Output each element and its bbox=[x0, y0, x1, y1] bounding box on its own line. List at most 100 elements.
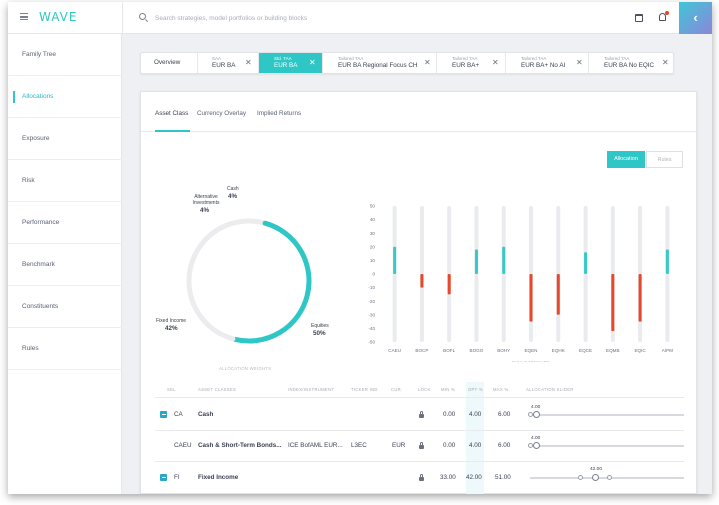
sidebar-item-label: Risk bbox=[22, 177, 35, 184]
bar-aipm[interactable] bbox=[665, 249, 669, 274]
donut-slice-alternative-investments[interactable] bbox=[232, 218, 251, 226]
x-tick-label: EQHK bbox=[552, 348, 566, 353]
slider-thumb[interactable] bbox=[592, 474, 599, 481]
tab-currency-overlay[interactable]: Currency Overlay bbox=[197, 110, 246, 117]
sidebar-item-exposure[interactable]: Exposure bbox=[8, 118, 122, 160]
donut-slice-equities[interactable] bbox=[232, 220, 312, 344]
donut-slice-fixed-income[interactable] bbox=[186, 220, 236, 342]
sidebar-item-constituents[interactable]: Constituents bbox=[8, 286, 122, 328]
y-tick-label: 40 bbox=[370, 217, 376, 222]
bar-eqen[interactable] bbox=[529, 274, 533, 322]
allocation-slider-track[interactable] bbox=[530, 445, 684, 447]
donut-caption: ALLOCATION WEIGHTS bbox=[219, 366, 272, 371]
slider-thumb[interactable] bbox=[533, 442, 540, 449]
sidebar-item-risk[interactable]: Risk bbox=[8, 160, 122, 202]
select-checkbox[interactable] bbox=[160, 474, 167, 481]
rules-toggle[interactable]: Rules bbox=[646, 151, 683, 168]
bar-eqmb[interactable] bbox=[611, 274, 615, 332]
sidebar-item-benchmark[interactable]: Benchmark bbox=[8, 244, 122, 286]
tab-tailored-eur-ba-no-eqic[interactable]: Tailored TAA EUR BA No EQIC ✕ bbox=[589, 53, 675, 73]
risk-exposure-bar-chart: 50 40 30 20 10 0 -10 -20 -30 -40 -50 CAEU BOCP BOFL BO… bbox=[368, 204, 673, 362]
tab-overview[interactable]: Overview bbox=[141, 53, 198, 73]
bar-eqhk[interactable] bbox=[556, 274, 560, 315]
select-checkbox[interactable] bbox=[160, 411, 167, 418]
tab-tailored-eur-ba-regional[interactable]: Tailored TAA EUR BA Regional Focus CH ✕ bbox=[323, 53, 437, 73]
allocation-slider-track[interactable] bbox=[530, 414, 684, 416]
app-logo[interactable]: WAVE bbox=[39, 10, 78, 24]
bar-eqic[interactable] bbox=[638, 274, 642, 322]
sidebar-item-label: Benchmark bbox=[22, 261, 55, 268]
tab-tailored-eur-ba-plus[interactable]: Tailored TAA EUR BA+ ✕ bbox=[437, 53, 506, 73]
allocation-toggle[interactable]: Allocation bbox=[607, 151, 645, 168]
hamburger-menu-icon[interactable] bbox=[20, 13, 28, 20]
row-opt: 4.00 bbox=[469, 411, 482, 418]
row-ticker: L3EC bbox=[351, 442, 367, 449]
donut-pct-cash: 4% bbox=[228, 193, 238, 200]
sidebar-item-performance[interactable]: Performance bbox=[8, 202, 122, 244]
bar-bohy[interactable] bbox=[502, 246, 506, 274]
app-window: WAVE ‹ Family Tree Allocations Exposure … bbox=[8, 2, 712, 494]
notification-bell-icon[interactable] bbox=[659, 13, 666, 21]
row-divider bbox=[155, 430, 684, 431]
slider-min-handle[interactable] bbox=[528, 443, 533, 448]
row-asset-name: Cash & Short-Term Bonds... bbox=[198, 442, 282, 449]
sidebar-item-rules[interactable]: Rules bbox=[8, 328, 122, 370]
bar-eqce[interactable] bbox=[584, 252, 588, 274]
x-tick-label: BOCP bbox=[415, 348, 428, 353]
y-tick-label: 50 bbox=[370, 204, 376, 209]
search-input[interactable] bbox=[155, 11, 455, 25]
tab-asset-class[interactable]: Asset Class bbox=[155, 110, 189, 117]
sidebar-item-allocations[interactable]: Allocations bbox=[8, 76, 122, 118]
slider-min-handle[interactable] bbox=[578, 475, 583, 480]
row-asset-name: Fixed Income bbox=[198, 474, 239, 481]
slider-max-handle[interactable] bbox=[607, 475, 612, 480]
lock-icon[interactable] bbox=[419, 411, 424, 418]
close-icon[interactable]: ✕ bbox=[576, 58, 583, 67]
bar-bocp[interactable] bbox=[420, 274, 424, 288]
tab-saa-eur-ba[interactable]: SAA EUR BA ✕ bbox=[198, 53, 259, 73]
x-tick-label: EQMB bbox=[606, 348, 620, 353]
col-header-min: MIN % bbox=[441, 387, 456, 392]
close-icon[interactable]: ✕ bbox=[662, 58, 669, 67]
row-code: FI bbox=[174, 474, 180, 481]
donut-label-cash: Cash bbox=[227, 186, 239, 192]
lock-icon[interactable] bbox=[419, 442, 424, 449]
row-min: 33.00 bbox=[440, 474, 456, 481]
close-icon[interactable]: ✕ bbox=[424, 58, 431, 67]
bar-bogo[interactable] bbox=[474, 249, 478, 274]
tab-sublabel: Tailored TAA bbox=[452, 56, 478, 61]
bar-bofl[interactable] bbox=[447, 274, 451, 295]
lock-icon[interactable] bbox=[419, 474, 424, 481]
back-button[interactable]: ‹ bbox=[679, 2, 712, 34]
col-header-currency: CUR. bbox=[391, 387, 403, 392]
tab-std-taa-eur-ba[interactable]: Std. TAA EUR BA ✕ bbox=[259, 53, 323, 73]
sidebar-item-label: Allocations bbox=[22, 93, 54, 100]
row-max: 6.00 bbox=[498, 411, 511, 418]
close-icon[interactable]: ✕ bbox=[492, 58, 499, 67]
sidebar-item-family-tree[interactable]: Family Tree bbox=[8, 34, 122, 76]
close-icon[interactable]: ✕ bbox=[309, 58, 316, 67]
slider-value: 42.00 bbox=[590, 467, 603, 472]
notification-dot bbox=[665, 11, 669, 15]
tab-tailored-eur-ba-plus-no-ai[interactable]: Tailored TAA EUR BA+ No AI ✕ bbox=[506, 53, 589, 73]
donut-label-alternative: Alternative Investments bbox=[188, 194, 224, 206]
x-tick-label: EQEN bbox=[524, 348, 537, 353]
close-icon[interactable]: ✕ bbox=[245, 58, 252, 67]
donut-pct-equities: 50% bbox=[313, 330, 326, 337]
search-icon bbox=[139, 13, 146, 20]
tab-implied-returns[interactable]: Implied Returns bbox=[257, 110, 302, 117]
x-tick-label: BOGO bbox=[470, 348, 484, 353]
sidebar-item-label: Exposure bbox=[22, 135, 50, 142]
tab-sublabel: Tailored TAA bbox=[521, 56, 547, 61]
x-tick-label: AIPM bbox=[662, 348, 673, 353]
tab-label: Overview bbox=[154, 59, 181, 66]
slider-value: 4.00 bbox=[531, 436, 541, 441]
calendar-icon[interactable] bbox=[635, 14, 643, 22]
slider-min-handle[interactable] bbox=[528, 412, 533, 417]
tab-label: EUR BA bbox=[212, 62, 236, 69]
slider-thumb[interactable] bbox=[533, 411, 540, 418]
x-tick-label: CAEU bbox=[388, 348, 401, 353]
row-max: 6.00 bbox=[498, 442, 511, 449]
bar-caeu[interactable] bbox=[393, 246, 397, 274]
donut-slice-cash[interactable] bbox=[247, 218, 266, 226]
